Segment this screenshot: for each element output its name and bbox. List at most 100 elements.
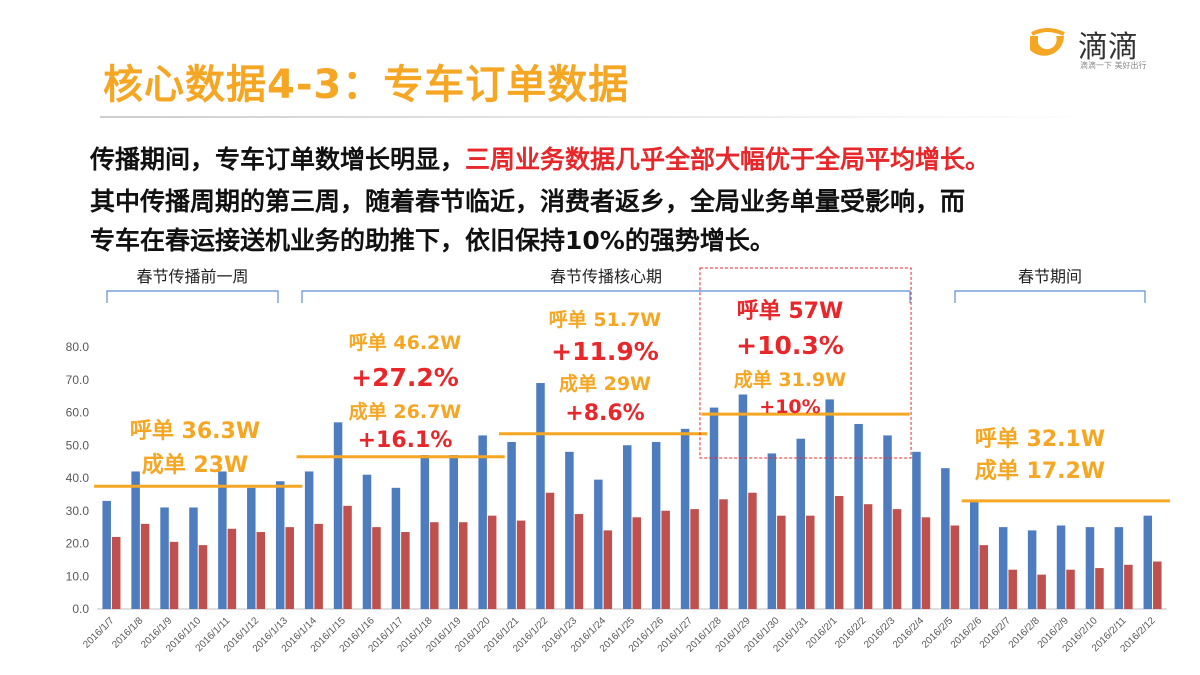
bar-calls	[767, 453, 777, 609]
bar-orders	[950, 525, 960, 609]
logo-slogan: 滴滴一下 美好出行	[1080, 61, 1147, 70]
period-label: 春节期间	[1018, 267, 1082, 286]
bar-orders	[1124, 564, 1133, 609]
bar-orders	[748, 492, 757, 609]
bar-calls	[1085, 527, 1095, 609]
bar-orders	[690, 509, 699, 609]
bar-calls	[218, 471, 227, 609]
annotation-text: 呼单 36.3W	[130, 419, 260, 444]
y-tick-label: 10.0	[66, 569, 90, 583]
period-bracket	[954, 290, 1146, 303]
y-tick-label: 50.0	[66, 438, 90, 452]
didi-logo: 滴滴 滴滴一下 美好出行	[1024, 24, 1174, 74]
bar-calls	[507, 441, 516, 609]
annotation-text: 成单 17.2W	[975, 459, 1105, 484]
bar-orders	[1066, 569, 1075, 609]
summary-line-1-normal: 传播期间，专车订单数增长明显，	[90, 145, 466, 174]
bar-calls	[883, 435, 892, 609]
bar-calls	[1056, 525, 1066, 609]
summary-line-3: 专车在春运接送机业务的助推下，依旧保持10%的强势增长。	[90, 226, 775, 255]
bar-calls	[304, 471, 314, 609]
bar-orders	[892, 509, 902, 609]
bar-calls	[680, 428, 690, 609]
y-tick-label: 80.0	[66, 340, 90, 354]
y-tick-label: 70.0	[66, 373, 90, 387]
bar-calls	[391, 487, 401, 609]
bar-orders	[458, 522, 468, 609]
bar-calls	[102, 500, 111, 609]
bar-orders	[285, 527, 294, 609]
bar-orders	[632, 517, 641, 609]
annotation-text: 呼单 46.2W	[349, 331, 461, 354]
page-title: 核心数据4-3：专车订单数据	[103, 62, 630, 108]
bar-calls	[536, 383, 545, 609]
bar-calls	[1114, 527, 1124, 609]
bar-orders	[343, 505, 352, 609]
bar-orders	[314, 523, 323, 609]
annotation-text: +10%	[759, 396, 820, 418]
annotation-text: 成单 26.7W	[349, 400, 461, 423]
bar-orders	[777, 515, 786, 609]
y-tick-label: 0.0	[72, 602, 89, 616]
summary-line-2: 其中传播周期的第三周，随着春节临近，消费者返乡，全局业务单量受影响，而	[90, 187, 966, 216]
period-bracket	[301, 290, 911, 303]
summary-line-1: 传播期间，专车订单数增长明显，三周业务数据几乎全部大幅优于全局平均增长。	[90, 143, 1170, 177]
didi-logo-icon	[1030, 28, 1065, 56]
bar-orders	[1037, 574, 1046, 609]
y-tick-label: 60.0	[66, 406, 90, 420]
annotation-text: +10.3%	[736, 331, 844, 360]
highlight-box	[699, 267, 912, 459]
annotation-text: 成单 29W	[559, 372, 651, 395]
y-tick-label: 30.0	[66, 504, 90, 518]
bar-calls	[970, 500, 979, 609]
bar-calls	[998, 527, 1008, 609]
annotation-text: 成单 23W	[142, 453, 249, 478]
bar-calls	[912, 451, 921, 609]
bar-calls	[160, 507, 169, 609]
summary-line-1-highlight: 三周业务数据几乎全部大幅优于全局平均增长。	[465, 145, 991, 174]
bar-orders	[516, 520, 526, 609]
title-divider	[100, 116, 1100, 118]
bar-orders	[719, 499, 728, 609]
bar-calls	[449, 455, 458, 609]
bar-orders	[169, 541, 179, 609]
bar-calls	[709, 407, 719, 609]
bar-orders	[1153, 561, 1162, 609]
bar-orders	[921, 517, 931, 609]
period-label: 春节传播前一周	[136, 267, 248, 286]
bar-orders	[372, 527, 381, 609]
bar-orders	[227, 528, 237, 609]
bar-calls	[825, 399, 834, 609]
bar-orders	[430, 522, 439, 609]
bar-orders	[545, 492, 555, 609]
bar-orders	[198, 545, 208, 609]
bar-orders	[401, 532, 410, 609]
bar-orders	[979, 545, 989, 609]
bar-calls	[594, 479, 603, 609]
bar-calls	[247, 487, 256, 609]
bar-calls	[1143, 515, 1153, 609]
period-label: 春节传播核心期	[550, 267, 662, 286]
period-bracket	[106, 290, 279, 303]
bar-calls	[478, 435, 487, 609]
bar-orders	[574, 514, 584, 609]
annotation-text: +16.1%	[358, 428, 453, 453]
annotation-text: +27.2%	[351, 363, 459, 392]
bar-orders	[863, 504, 873, 609]
bar-orders	[661, 510, 670, 609]
bar-calls	[1027, 530, 1037, 609]
bar-calls	[651, 441, 661, 609]
bar-calls	[275, 481, 285, 609]
bar-orders	[603, 530, 613, 609]
annotation-text: 呼单 57W	[737, 299, 844, 324]
bar-orders	[1095, 568, 1104, 609]
annotation-text: 成单 31.9W	[734, 368, 846, 391]
bar-calls	[189, 507, 198, 609]
bar-orders	[487, 515, 497, 609]
bar-orders	[111, 536, 121, 609]
bar-calls	[623, 445, 632, 609]
bar-orders	[1008, 569, 1017, 609]
bar-calls	[854, 423, 863, 609]
y-tick-label: 40.0	[66, 471, 90, 485]
